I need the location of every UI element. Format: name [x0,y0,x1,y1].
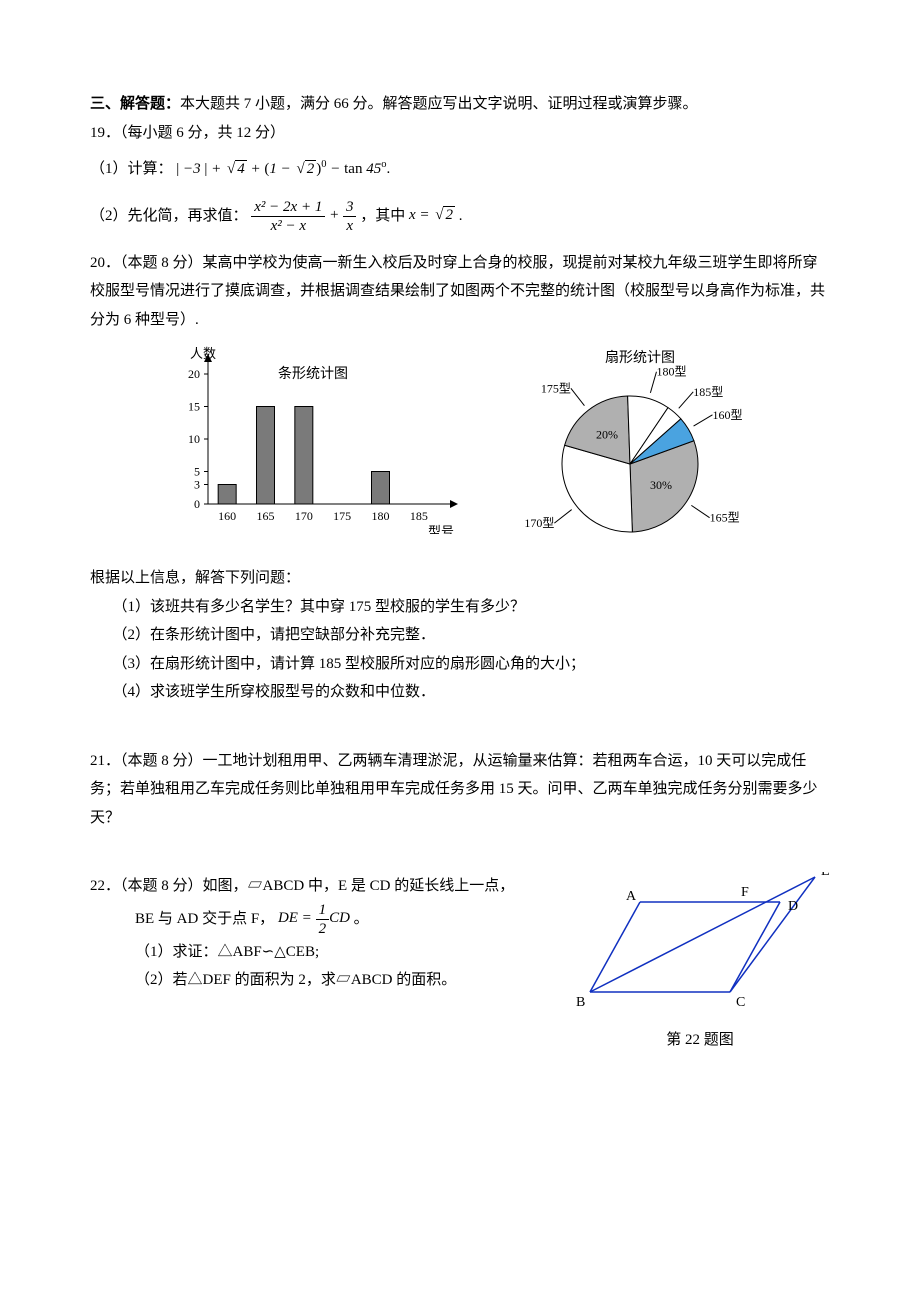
q22-l2a: BE 与 AD 交于点 F， [135,910,274,926]
q19-frac2: 3 x [343,198,357,235]
q20-body: 20．（本题 8 分）某高中学校为使高一新生入校后及时穿上合身的校服，现提前对某… [90,249,830,335]
svg-text:D: D [788,899,798,914]
q22-cd: CD [329,910,350,926]
svg-text:180: 180 [372,509,390,523]
svg-text:175型: 175型 [541,381,571,395]
svg-text:C: C [736,995,745,1010]
q19-sqrt4: 4 [235,160,247,177]
svg-text:扇形统计图: 扇形统计图 [605,350,675,366]
q22-diagram: B C A D E F [570,872,830,1012]
q22-line2: BE 与 AD 交于点 F， DE = 1 2 CD 。 [135,901,570,938]
q22-num: 22． [90,878,120,894]
q22-points: （本题 8 分） [120,878,203,894]
svg-text:3: 3 [194,478,200,492]
q19-exp0: 0 [321,159,326,170]
q20-figures: 0 35 10 15 20 160 165 170 175 180 185 人数型号 条形统计图 扇形统… [90,344,830,554]
svg-text:20%: 20% [596,428,618,442]
svg-text:B: B [576,995,585,1010]
svg-text:E: E [821,872,830,879]
q20-points: （本题 8 分） [120,255,203,271]
bar-chart: 0 35 10 15 20 160 165 170 175 180 185 人数型号 条形统计图 [160,344,460,534]
q22-de-formula: DE = 1 2 CD [278,910,354,926]
q22-half: 1 2 [316,901,330,938]
q22-half-num: 1 [316,901,330,920]
section3-title: 三、解答题： [90,96,180,112]
svg-text:185: 185 [410,509,428,523]
q21-points: （本题 8 分） [120,753,203,769]
svg-text:F: F [741,885,749,900]
q19-p2-eq: x = 2 [409,207,459,223]
q20-sub3: （3）在扇形统计图中，请计算 185 型校服所对应的扇形圆心角的大小； [113,650,831,679]
svg-text:170: 170 [295,509,313,523]
q21-num: 21． [90,753,120,769]
q21-body: 21．（本题 8 分）一工地计划租用甲、乙两辆车清理淤泥，从运输量来估算：若租两… [90,747,830,833]
q20-after: 根据以上信息，解答下列问题： [90,564,830,593]
q19-p2-label: （2）先化简，再求值： [90,207,248,223]
svg-text:160: 160 [218,509,236,523]
svg-text:185型: 185型 [693,385,723,399]
svg-text:10: 10 [188,432,200,446]
svg-text:160型: 160型 [712,408,742,422]
q19-p1-formula: | −3 | + 4 + (1 − 2)0 − tan 45o. [176,161,390,177]
q19-p2-formula: x² − 2x + 1 x² − x + 3 x [251,207,360,223]
q22-l2b: 。 [354,910,369,926]
q22-half-den: 2 [316,920,330,938]
svg-text:人数: 人数 [190,346,216,361]
q19-plus: + [329,207,339,223]
q22-line1: 22．（本题 8 分）如图，▱ABCD 中，E 是 CD 的延长线上一点， [90,872,570,901]
q20-num: 20． [90,255,120,271]
pie-chart: 扇形统计图 165型 30% 170型 175型 20% 180型 185型 160型 [500,344,760,554]
svg-text:0: 0 [194,497,200,511]
q19-part2: （2）先化简，再求值： x² − 2x + 1 x² − x + 3 x ，其中… [90,198,830,235]
svg-text:165型: 165型 [710,511,740,525]
q19-num: 19． [90,125,120,141]
q19-part1: （1）计算： | −3 | + 4 + (1 − 2)0 − tan 45o. [90,155,830,184]
svg-text:15: 15 [188,400,200,414]
q19-sqrt2a: 2 [305,160,317,177]
q22-sub1: （1）求证：△ABF∽△CEB; [135,938,570,967]
svg-text:20: 20 [188,367,200,381]
q19-p2-end: . [459,207,463,223]
q22-figure-block: B C A D E F 第 22 题图 [570,872,830,1055]
q19-frac1-den: x² − x [251,217,325,235]
q19-xeq: x = [409,207,430,223]
q19-frac2-num: 3 [343,198,357,217]
q22-row: 22．（本题 8 分）如图，▱ABCD 中，E 是 CD 的延长线上一点， BE… [90,872,830,1055]
q20-sub4: （4）求该班学生所穿校服型号的众数和中位数． [113,678,831,707]
q20-sub1: （1）该班共有多少名学生？其中穿 175 型校服的学生有多少？ [113,593,831,622]
svg-text:型号: 型号 [428,524,454,534]
q19-frac2-den: x [343,217,357,235]
svg-text:175: 175 [333,509,351,523]
q19-header: 19．（每小题 6 分，共 12 分） [90,119,830,148]
svg-text:5: 5 [194,465,200,479]
q19-frac1-num: x² − 2x + 1 [251,198,325,217]
svg-text:170型: 170型 [524,516,554,530]
q22-deeq: DE = [278,910,312,926]
q19-sqrt2b: 2 [443,206,455,223]
svg-text:180型: 180型 [656,365,686,379]
q19-frac1: x² − 2x + 1 x² − x [251,198,325,235]
svg-text:A: A [626,889,637,904]
q22-l1: 如图，▱ABCD 中，E 是 CD 的延长线上一点， [203,878,515,894]
q22-sub2: （2）若△DEF 的面积为 2，求▱ABCD 的面积。 [135,966,570,995]
q22-caption: 第 22 题图 [570,1026,830,1055]
svg-text:30%: 30% [650,478,672,492]
q20-sub2: （2）在条形统计图中，请把空缺部分补充完整． [113,621,831,650]
svg-text:条形统计图: 条形统计图 [278,365,348,382]
q19-p1-label: （1）计算： [90,161,173,177]
q19-p2-mid: ，其中 [360,207,405,223]
q19-points: （每小题 6 分，共 12 分） [120,125,285,141]
section3-desc: 本大题共 7 小题，满分 66 分。解答题应写出文字说明、证明过程或演算步骤。 [180,96,698,112]
q22-text-block: 22．（本题 8 分）如图，▱ABCD 中，E 是 CD 的延长线上一点， BE… [90,872,570,995]
q19-p1-end: . [386,161,390,177]
section3-heading: 三、解答题：本大题共 7 小题，满分 66 分。解答题应写出文字说明、证明过程或… [90,90,830,119]
svg-text:165: 165 [257,509,275,523]
